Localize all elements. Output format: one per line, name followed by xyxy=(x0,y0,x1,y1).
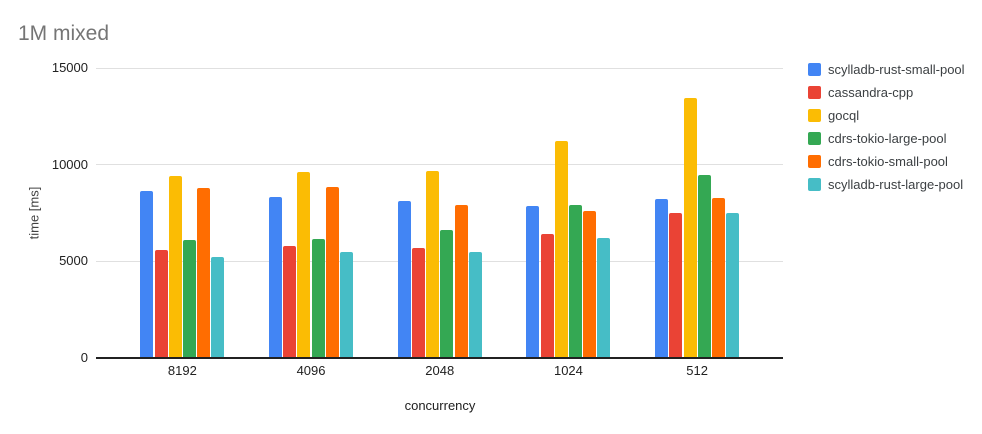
bar-scylladb-rust-large-pool-2048 xyxy=(468,252,482,358)
legend-label: cassandra-cpp xyxy=(828,85,914,100)
bar-cdrs-tokio-large-pool-2048 xyxy=(440,229,454,358)
bar-cdrs-tokio-large-pool-8192 xyxy=(182,240,196,358)
bar-cdrs-tokio-small-pool-8192 xyxy=(197,188,211,358)
legend-swatch-icon xyxy=(808,178,821,191)
legend-item-cassandra-cpp: cassandra-cpp xyxy=(808,86,965,99)
bar-gocql-1024 xyxy=(554,141,568,358)
legend-swatch-icon xyxy=(808,86,821,99)
legend-swatch-icon xyxy=(808,63,821,76)
bar-scylladb-rust-large-pool-1024 xyxy=(597,237,611,358)
legend-item-gocql: gocql xyxy=(808,109,965,122)
bar-cassandra-cpp-4096 xyxy=(283,246,297,358)
bar-gocql-2048 xyxy=(426,171,440,358)
gridline-5000 xyxy=(96,260,783,262)
x-axis-tick-label: 512 xyxy=(686,363,708,378)
legend-item-scylladb-rust-small-pool: scylladb-rust-small-pool xyxy=(808,63,965,76)
bar-scylladb-rust-small-pool-8192 xyxy=(140,190,154,358)
bar-scylladb-rust-large-pool-8192 xyxy=(211,257,225,358)
legend-label: gocql xyxy=(828,108,860,123)
bar-cassandra-cpp-8192 xyxy=(154,249,168,358)
legend-item-cdrs-tokio-small-pool: cdrs-tokio-small-pool xyxy=(808,155,965,168)
gridline-15000 xyxy=(96,67,783,69)
bar-scylladb-rust-large-pool-512 xyxy=(726,213,740,358)
bar-cdrs-tokio-small-pool-512 xyxy=(711,198,725,358)
legend-swatch-icon xyxy=(808,132,821,145)
bar-cassandra-cpp-2048 xyxy=(411,247,425,358)
legend-label: scylladb-rust-small-pool xyxy=(828,62,965,77)
legend-swatch-icon xyxy=(808,155,821,168)
legend-label: scylladb-rust-large-pool xyxy=(828,177,964,192)
legend-item-scylladb-rust-large-pool: scylladb-rust-large-pool xyxy=(808,178,965,191)
legend-item-cdrs-tokio-large-pool: cdrs-tokio-large-pool xyxy=(808,132,965,145)
bar-gocql-512 xyxy=(683,97,697,358)
legend: scylladb-rust-small-pool cassandra-cpp goc… xyxy=(808,63,965,191)
chart-title: 1M mixed xyxy=(18,22,110,45)
bar-cdrs-tokio-large-pool-512 xyxy=(697,175,711,358)
bar-cdrs-tokio-small-pool-1024 xyxy=(583,211,597,358)
x-axis-tick-label: 8192 xyxy=(167,363,197,378)
x-axis-tick-label: 4096 xyxy=(296,363,326,378)
y-axis-tick-label: 15000 xyxy=(51,60,88,75)
bar-cassandra-cpp-1024 xyxy=(540,234,554,358)
gridline-10000 xyxy=(96,164,783,166)
bar-gocql-4096 xyxy=(297,172,311,358)
bar-scylladb-rust-small-pool-1024 xyxy=(526,206,540,358)
bar-cdrs-tokio-small-pool-2048 xyxy=(454,204,468,358)
bar-cassandra-cpp-512 xyxy=(669,213,683,358)
legend-label: cdrs-tokio-large-pool xyxy=(828,131,947,146)
x-axis-tick-label: 2048 xyxy=(425,363,455,378)
x-axis-title: concurrency xyxy=(404,398,476,413)
legend-label: cdrs-tokio-small-pool xyxy=(828,154,948,169)
bar-cdrs-tokio-large-pool-4096 xyxy=(311,239,325,358)
bar-scylladb-rust-small-pool-2048 xyxy=(397,201,411,358)
bar-cdrs-tokio-small-pool-4096 xyxy=(325,187,339,358)
y-axis-tick-label: 10000 xyxy=(51,156,88,172)
bar-cdrs-tokio-large-pool-1024 xyxy=(569,205,583,358)
bar-gocql-8192 xyxy=(168,176,182,358)
y-axis-tick-label: 5000 xyxy=(59,253,88,269)
y-axis-tick-label: 0 xyxy=(80,350,88,365)
x-axis-line xyxy=(96,357,783,359)
bar-scylladb-rust-large-pool-4096 xyxy=(340,252,354,358)
bar-scylladb-rust-small-pool-512 xyxy=(655,199,669,358)
bar-scylladb-rust-small-pool-4096 xyxy=(269,196,283,358)
legend-swatch-icon xyxy=(808,109,821,122)
x-axis-tick-label: 1024 xyxy=(553,363,583,378)
